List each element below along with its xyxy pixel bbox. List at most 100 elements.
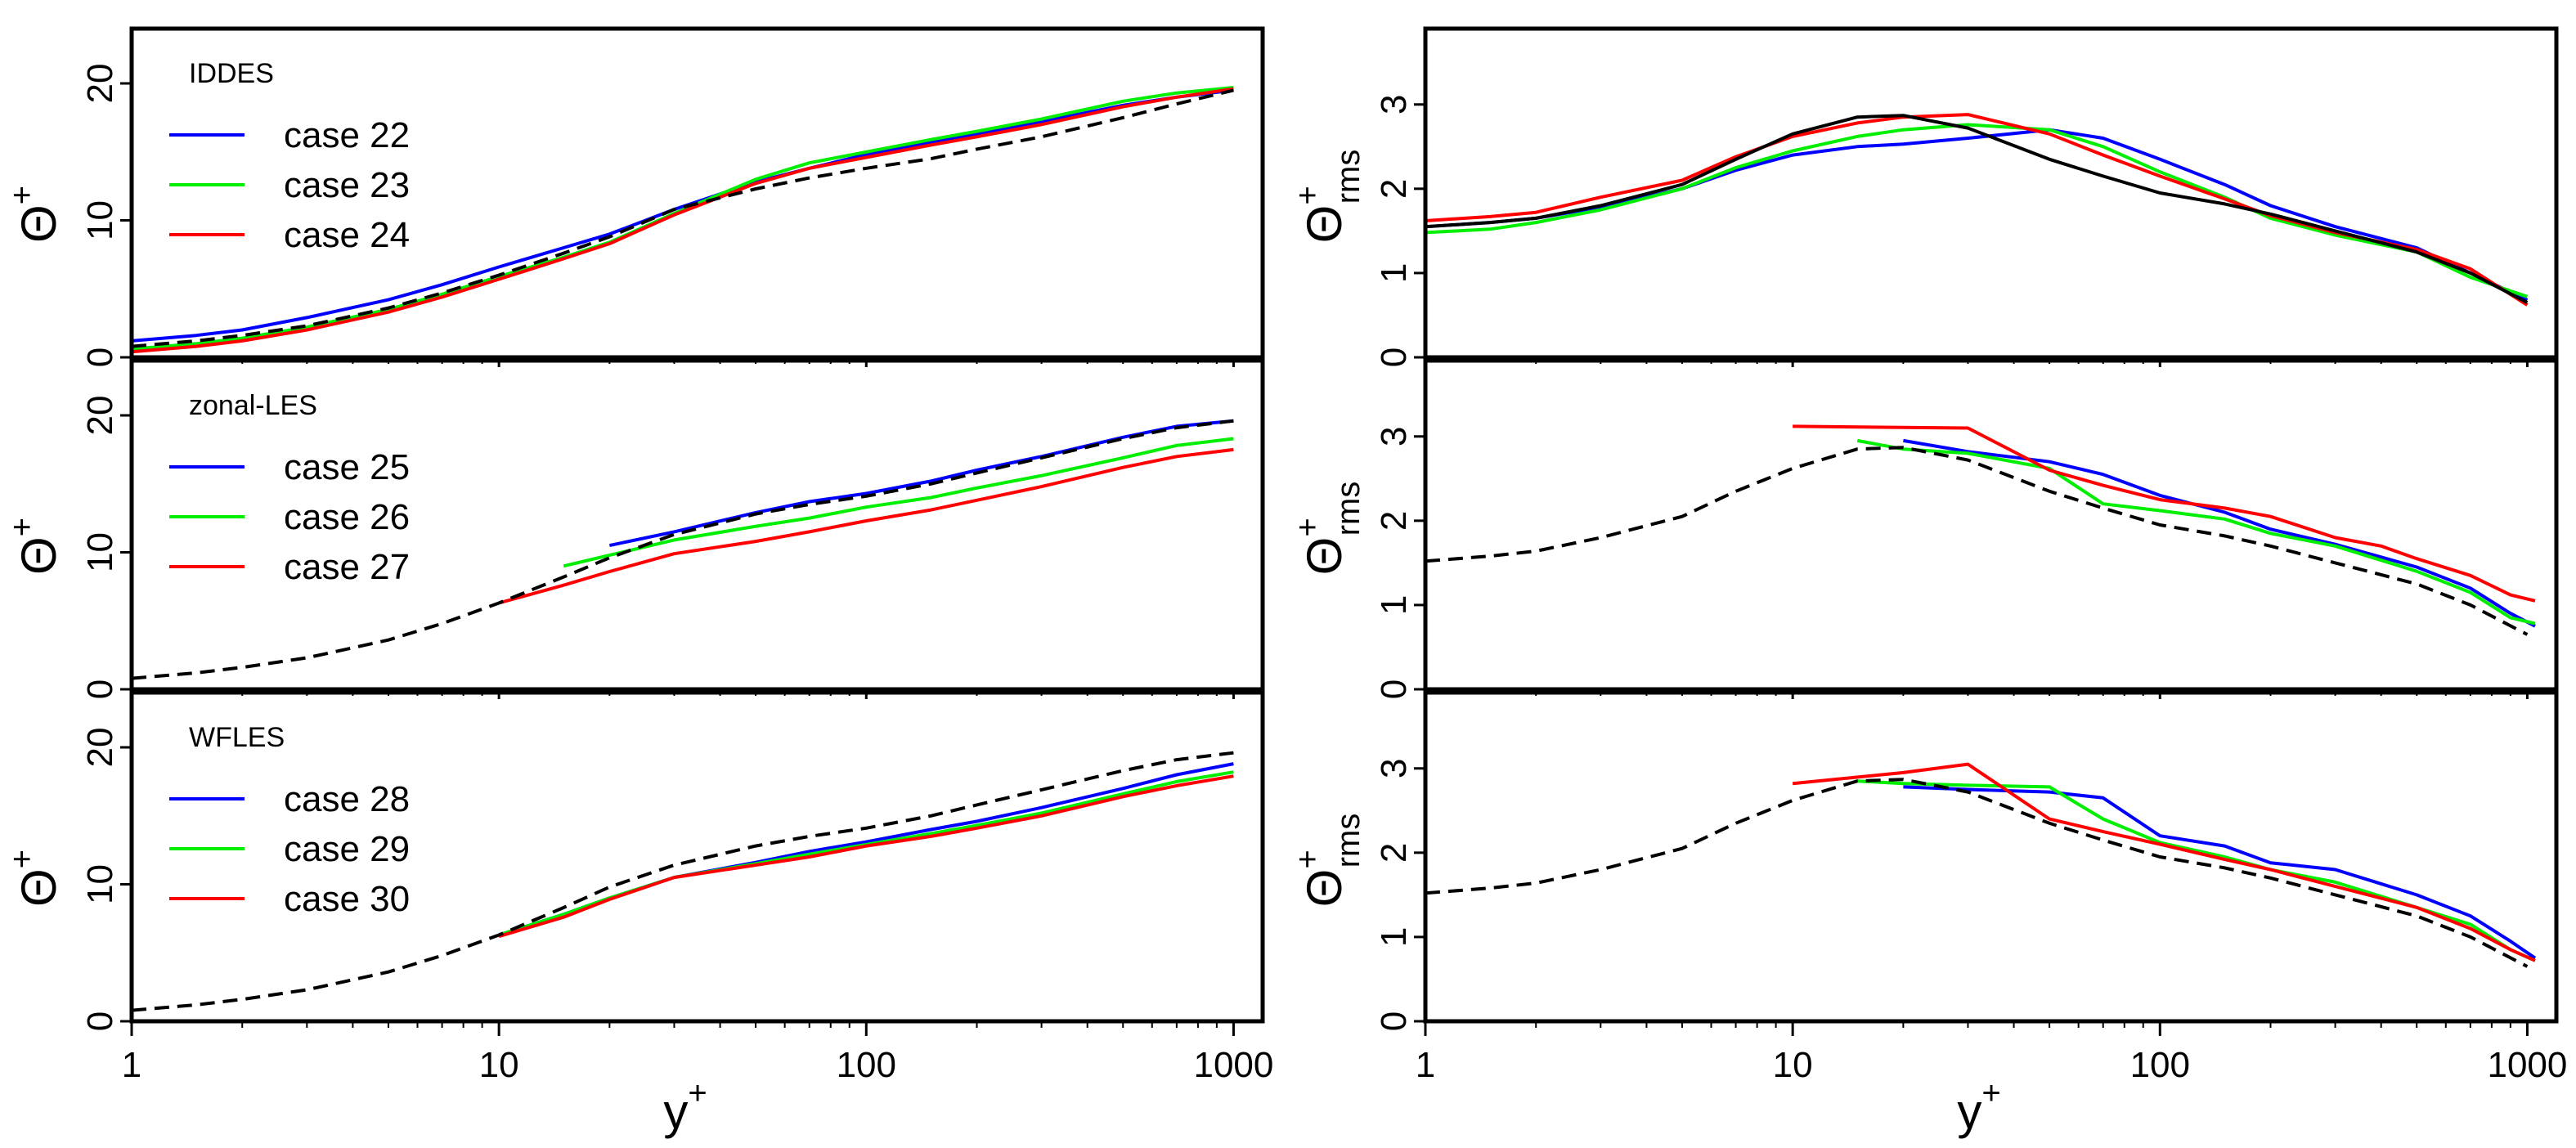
y-tick-label: 10 — [80, 200, 120, 240]
x-tick-label: 1000 — [2487, 1045, 2567, 1085]
xlabel-right: y+ — [1957, 1075, 2000, 1139]
xlabel-sup: + — [1981, 1075, 2000, 1111]
series-line-case-26 — [563, 437, 1234, 568]
y-tick-label: 0 — [80, 348, 120, 367]
series-line-case-28 — [498, 762, 1234, 937]
y-tick-label: 10 — [80, 864, 120, 904]
series-line-reference — [132, 751, 1234, 1012]
legend-label: case 25 — [284, 447, 410, 487]
y-tick-label: 3 — [1374, 427, 1414, 446]
series-line-case-27 — [1793, 424, 2536, 603]
y-tick-label: 0 — [80, 1011, 120, 1031]
y-tick-label: 0 — [1374, 679, 1414, 699]
series-line-reference — [1425, 446, 2529, 636]
ylabel-right-wfles: Θ+ rms — [1290, 814, 1367, 908]
series-line-case-25 — [1903, 438, 2536, 628]
ylabel-sub: rms — [1331, 482, 1367, 536]
plot-frame — [129, 26, 1265, 360]
legend-label: case 23 — [284, 165, 410, 205]
panel-zonal-mean: 0 10 20 zonal-LES case 25 case 26 case 27 — [80, 358, 1265, 699]
ylabel-sup: + — [4, 186, 40, 204]
series-line-case-26 — [1856, 438, 2536, 626]
ylabel-left-iddes: Θ+ — [4, 186, 66, 243]
panel-zonal-rms: 0 1 2 3 — [1374, 358, 2559, 699]
panel-iddes-rms: 0 1 2 3 — [1374, 26, 2559, 367]
x-tick-label: 10 — [1773, 1045, 1813, 1085]
ylabel-sub: rms — [1331, 814, 1367, 868]
ylabel-left-wfles: Θ+ — [4, 850, 66, 907]
series-line-case-27 — [498, 447, 1234, 605]
ylabel-symbol: Θ — [1297, 205, 1352, 244]
x-tick-label: 1000 — [1193, 1045, 1273, 1085]
ylabel-sup: + — [4, 518, 40, 536]
panel-title: IDDES — [189, 58, 274, 89]
legend-label: case 27 — [284, 547, 410, 587]
ylabel-left-zonal: Θ+ — [4, 518, 66, 575]
ylabel-symbol: Θ — [11, 536, 66, 575]
panel-iddes-mean: 0 10 20 IDDES case 22 case 23 case 24 — [80, 26, 1265, 367]
ylabel-right-iddes: Θ+ rms — [1290, 150, 1367, 244]
series-line-case-30 — [1792, 762, 2536, 962]
x-tick-label: 100 — [2130, 1045, 2190, 1085]
xlabel-sup: + — [688, 1075, 707, 1111]
plot-frame — [1423, 358, 2559, 692]
series-line-reference — [1425, 778, 2529, 968]
ylabel-symbol: Θ — [11, 204, 66, 243]
y-tick-label: 2 — [1374, 843, 1414, 863]
y-tick-label: 1 — [1374, 927, 1414, 947]
legend-label: case 24 — [284, 215, 410, 255]
series-line-reference — [1425, 114, 2529, 304]
y-tick-label: 1 — [1374, 263, 1414, 283]
plot-frame — [1423, 26, 2559, 360]
legend-label: case 22 — [284, 115, 410, 155]
y-tick-label: 2 — [1374, 511, 1414, 531]
y-tick-label: 20 — [80, 64, 120, 104]
series-line-case-25 — [608, 419, 1234, 548]
series-line-case-29 — [1857, 779, 2536, 962]
y-tick-label: 2 — [1374, 179, 1414, 199]
series-line-case-28 — [1903, 785, 2537, 960]
ylabel-symbol: Θ — [11, 868, 66, 907]
series-line-reference — [132, 419, 1234, 680]
ylabel-sup: + — [4, 850, 40, 868]
y-tick-label: 10 — [80, 532, 120, 572]
plot-frame — [1423, 690, 2559, 1024]
ylabel-symbol: Θ — [1297, 537, 1352, 576]
y-tick-label: 0 — [80, 679, 120, 699]
series-line-case-23 — [1425, 123, 2529, 298]
series-line-case-22 — [1425, 128, 2529, 302]
legend-label: case 28 — [284, 779, 410, 819]
ylabel-right-zonal: Θ+ rms — [1290, 482, 1367, 576]
x-tick-label: 100 — [837, 1045, 896, 1085]
x-tick-label: 1 — [1416, 1045, 1435, 1085]
ylabel-sup: + — [1290, 518, 1326, 536]
xlabel-left: y+ — [663, 1075, 707, 1139]
ylabel-sup: + — [1290, 186, 1326, 204]
y-tick-label: 20 — [80, 728, 120, 768]
panel-title: zonal-LES — [189, 390, 317, 421]
legend-label: case 29 — [284, 829, 410, 869]
ylabel-sup: + — [1290, 850, 1326, 868]
legend-label: case 26 — [284, 497, 410, 537]
y-tick-label: 3 — [1374, 759, 1414, 778]
y-tick-label: 1 — [1374, 595, 1414, 615]
legend-label: case 30 — [284, 879, 410, 919]
series-line-case-30 — [498, 774, 1234, 939]
series-line-case-24 — [132, 87, 1234, 354]
ylabel-symbol: Θ — [1297, 869, 1352, 908]
x-tick-label: 10 — [479, 1045, 519, 1085]
xlabel-text: y — [663, 1084, 688, 1139]
plot-frame — [129, 690, 1265, 1024]
y-tick-label: 3 — [1374, 95, 1414, 114]
ylabel-sub: rms — [1331, 150, 1367, 204]
panel-title: WFLES — [189, 722, 285, 753]
xlabel-text: y — [1957, 1084, 1981, 1139]
y-tick-label: 20 — [80, 396, 120, 436]
series-line-reference — [132, 88, 1234, 348]
figure-axis-labels: Θ+ Θ+ Θ+ Θ+ rms Θ+ rms Θ+ rms y+ y+ — [4, 150, 2001, 1139]
x-tick-label: 1 — [122, 1045, 141, 1085]
panel-wfles-mean: 0 10 20 1 10 100 1000 WFLES case 28 case 29 case 3… — [80, 690, 1273, 1085]
